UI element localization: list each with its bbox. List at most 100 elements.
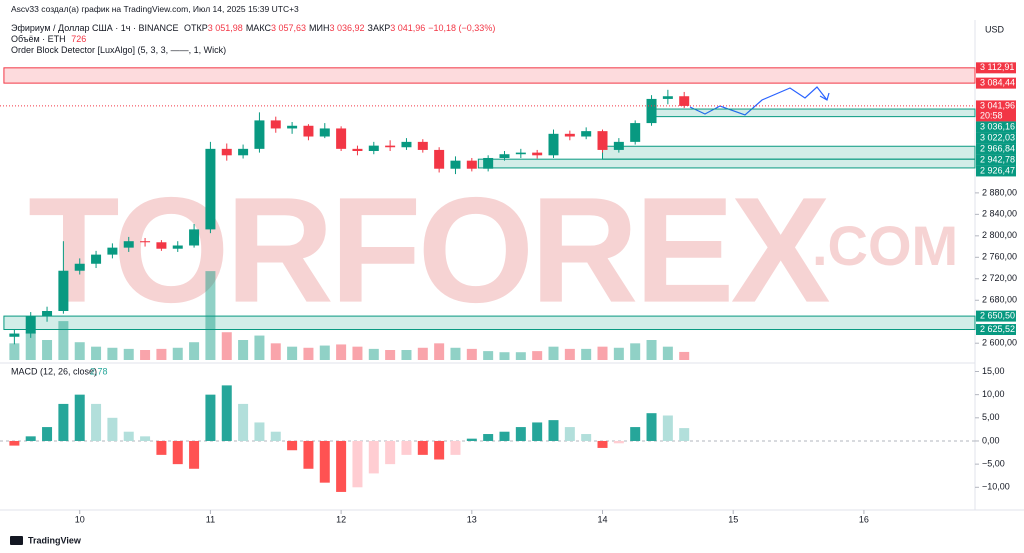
volume-bar	[9, 343, 20, 360]
x-tick-label: 16	[859, 514, 869, 524]
candle-body	[287, 125, 298, 129]
volume-bar	[172, 347, 183, 360]
candle-body	[417, 141, 428, 150]
macd-bar	[254, 422, 265, 441]
order-block	[477, 158, 976, 169]
macd-bar	[515, 427, 526, 441]
candle-body	[42, 310, 53, 317]
macd-bar	[238, 403, 249, 441]
candle-body	[156, 242, 167, 249]
currency: USD	[985, 24, 1005, 34]
volume-bar	[515, 352, 526, 360]
drawn-arrowhead	[819, 92, 830, 101]
candle-body	[532, 152, 543, 156]
macd-bar	[401, 440, 412, 455]
macd-bar	[42, 427, 53, 441]
y-tick-label: 2 880,00	[982, 187, 1017, 197]
candle-body	[270, 120, 281, 129]
y-tick-label: 15,00	[982, 366, 1005, 376]
candle-body	[679, 96, 690, 106]
volume-bar	[646, 340, 657, 360]
y-tick-label: 5,00	[982, 412, 1000, 422]
y-tick-label: 0,00	[982, 435, 1000, 445]
change: −10,18 (−0,33%)	[428, 23, 496, 33]
candle-body	[662, 96, 673, 99]
macd-bar	[9, 440, 20, 446]
price-label-bg	[976, 62, 1016, 74]
volume-bar	[597, 346, 608, 360]
y-tick-label: 2 600,00	[982, 338, 1017, 348]
price-label: 2 625,52	[980, 324, 1015, 334]
macd-bar	[123, 431, 134, 441]
macd-bar	[417, 440, 428, 455]
macd-bar	[450, 440, 461, 455]
volume-bar	[483, 351, 494, 360]
x-tick-label: 14	[598, 514, 608, 524]
x-tick-label: 10	[75, 514, 85, 524]
indicator: Order Block Detector [LuxAlgo] (5, 3, 3,…	[11, 45, 227, 55]
volume-bar	[401, 350, 412, 360]
volume-bar	[270, 343, 281, 360]
volume-bar	[368, 348, 379, 360]
countdown: 20:58	[980, 110, 1003, 120]
candle-body	[564, 133, 575, 137]
candle-body	[499, 154, 510, 158]
macd-bar	[613, 440, 624, 444]
macd-bar	[532, 422, 543, 441]
y-tick-label: 2 760,00	[982, 252, 1017, 262]
candle-body	[58, 270, 69, 311]
candle-body	[450, 160, 461, 169]
footer-brand: TradingView	[28, 535, 82, 545]
candle-body	[548, 133, 559, 156]
price-label-bg	[976, 132, 1016, 144]
price-label-bg	[976, 165, 1016, 177]
candle-body	[352, 148, 363, 152]
volume-bar	[74, 342, 85, 360]
candle-body	[238, 148, 249, 156]
price-label: 3 041,96	[980, 100, 1015, 110]
candle-body	[401, 141, 412, 148]
candle-body	[646, 98, 657, 124]
ohlc-label: МАКС	[245, 23, 271, 33]
candle-body	[434, 149, 445, 169]
macd-bar	[679, 428, 690, 441]
symbol-line: Эфириум / Доллар США · 1ч · BINANCE ОТКР…	[11, 23, 498, 33]
volume-bar	[107, 347, 118, 360]
watermark: TORFOREX .COM	[28, 166, 958, 334]
price-label: 3 112,91	[980, 62, 1014, 72]
candle-body	[303, 125, 314, 137]
macd-bar	[172, 440, 183, 465]
candle-body	[91, 254, 102, 264]
volume-bar	[662, 346, 673, 360]
volume-bar	[679, 351, 690, 360]
y-tick-label: −10,00	[982, 482, 1010, 492]
macd-bar	[287, 440, 298, 451]
price-label: 3 036,16	[980, 121, 1015, 131]
x-tick-label: 15	[728, 514, 738, 524]
volume-bar	[434, 343, 445, 360]
volume-bar	[564, 348, 575, 360]
price-label: 3 022,03	[980, 132, 1015, 142]
footer-logo	[10, 536, 23, 545]
y-tick-label: 10,00	[982, 389, 1005, 399]
macd-bar	[368, 440, 379, 474]
order-block	[602, 145, 976, 160]
candle-body	[385, 145, 396, 148]
volume-line: Объём · ETH 726	[11, 34, 89, 44]
candle-body	[336, 128, 347, 149]
volume-bar	[548, 346, 559, 360]
volume-value: 726	[71, 34, 87, 44]
price-label: 2 942,78	[980, 154, 1015, 164]
candle-body	[319, 128, 330, 137]
macd-bar	[189, 440, 200, 469]
macd-bar	[581, 434, 592, 441]
volume-bar	[205, 271, 216, 360]
volume-bar	[254, 335, 265, 360]
macd-bar	[205, 394, 216, 441]
watermark-suffix: .COM	[812, 214, 958, 277]
price-label: 3 084,44	[980, 77, 1015, 87]
candle-body	[9, 333, 20, 337]
symbol: Эфириум / Доллар США · 1ч · BINANCE	[11, 23, 179, 33]
price-label-bg	[976, 77, 1016, 89]
